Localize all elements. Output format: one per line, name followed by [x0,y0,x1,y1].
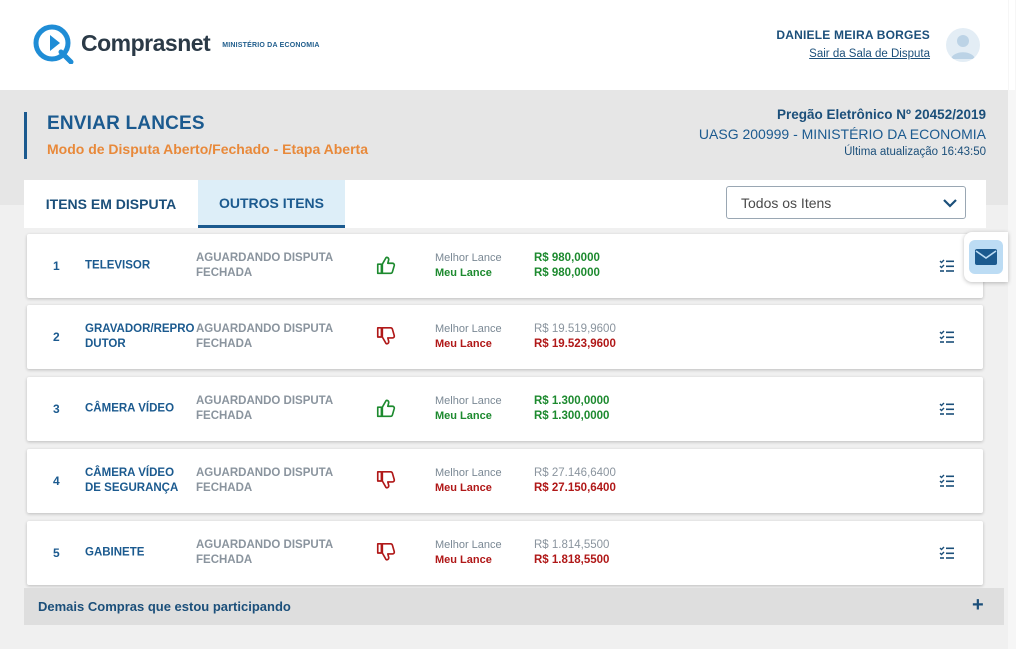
exit-room-link[interactable]: Sair da Sala de Disputa [809,48,930,60]
item-status: AGUARDANDO DISPUTA FECHADA [196,395,333,422]
tabs-card: ITENS EM DISPUTA OUTROS ITENS Todos os I… [24,180,986,228]
item-row[interactable]: 2 GRAVADOR/REPRO DUTOR AGUARDANDO DISPUTA … [27,305,983,369]
title-accent-bar [24,112,27,159]
pregao-number: Pregão Eletrônico Nº 20452/2019 [776,107,986,122]
last-update: Última atualização 16:43:50 [844,146,986,158]
best-bid-value: R$ 27.146,6400 [534,467,616,479]
item-row[interactable]: 4 CÂMERA VÍDEO DE SEGURANÇA AGUARDANDO DIS… [27,449,983,513]
logo-text: Comprasnet [81,29,211,56]
comprasnet-logo[interactable]: Comprasnet MINISTÉRIO DA ECONOMIA [33,22,320,64]
lance-values: R$ 19.519,9600 R$ 19.523,9600 [534,322,616,352]
item-row[interactable]: 1 TELEVISOR AGUARDANDO DISPUTA FECHADA Melh… [27,234,983,298]
items-filter-select[interactable]: Todos os Itens [726,186,966,219]
item-status: AGUARDANDO DISPUTA FECHADA [196,252,333,279]
chevron-down-icon [943,199,957,208]
item-status: AGUARDANDO DISPUTA FECHADA [196,323,333,350]
top-header [0,0,1008,90]
my-bid-value: R$ 1.300,0000 [534,410,610,422]
best-bid-label: Melhor Lance [435,539,502,551]
other-purchases-bar[interactable]: Demais Compras que estou participando + [24,588,1004,625]
my-bid-label: Meu Lance [435,482,492,494]
thumbs-down-icon [376,471,396,489]
messages-button[interactable] [964,232,1008,282]
best-bid-value: R$ 980,0000 [534,252,600,264]
checklist-icon[interactable] [939,546,955,560]
best-bid-value: R$ 19.519,9600 [534,323,616,335]
user-block: DANIELE MEIRA BORGES Sair da Sala de Dis… [776,28,930,62]
item-row[interactable]: 5 GABINETE AGUARDANDO DISPUTA FECHADA Melho… [27,521,983,585]
lance-values: R$ 1.300,0000 R$ 1.300,0000 [534,394,609,424]
expand-plus-icon[interactable]: + [972,594,984,616]
item-number: 1 [53,259,60,273]
checklist-icon[interactable] [939,402,955,416]
checklist-icon[interactable] [939,474,955,488]
filter-selected-value: Todos os Itens [741,194,832,211]
checklist-icon[interactable] [939,259,955,273]
logo-subtitle: MINISTÉRIO DA ECONOMIA [222,41,320,49]
best-bid-value: R$ 1.300,0000 [534,395,610,407]
checklist-icon[interactable] [939,330,955,344]
my-bid-value: R$ 980,0000 [534,267,600,279]
envelope-icon [975,249,997,265]
mail-icon-bg [969,240,1003,274]
my-bid-label: Meu Lance [435,410,492,422]
item-row[interactable]: 3 CÂMERA VÍDEO AGUARDANDO DISPUTA FECHADA M… [27,377,983,441]
tab-itens-em-disputa[interactable]: ITENS EM DISPUTA [45,196,177,212]
item-number: 4 [53,474,60,488]
my-bid-label: Meu Lance [435,267,492,279]
item-name: GABINETE [85,546,145,559]
my-bid-value: R$ 19.523,9600 [534,338,616,350]
my-bid-label: Meu Lance [435,338,492,350]
lance-labels: Melhor Lance Meu Lance [435,322,502,352]
item-number: 3 [53,402,60,416]
pregao-info: Pregão Eletrônico Nº 20452/2019 UASG 200… [699,107,986,158]
item-number: 5 [53,546,60,560]
scrollbar-thumb[interactable] [1009,0,1015,90]
page-title: ENVIAR LANCES [47,113,205,134]
lance-labels: Melhor Lance Meu Lance [435,538,502,568]
best-bid-label: Melhor Lance [435,467,502,479]
lance-labels: Melhor Lance Meu Lance [435,466,502,496]
my-bid-value: R$ 1.818,5500 [534,554,610,566]
avatar[interactable] [946,28,980,62]
item-status: AGUARDANDO DISPUTA FECHADA [196,467,333,494]
my-bid-value: R$ 27.150,6400 [534,482,616,494]
item-status: AGUARDANDO DISPUTA FECHADA [196,539,333,566]
best-bid-label: Melhor Lance [435,252,502,264]
user-avatar-icon [951,35,975,59]
lance-values: R$ 980,0000 R$ 980,0000 [534,251,600,281]
my-bid-label: Meu Lance [435,554,492,566]
item-name: CÂMERA VÍDEO DE SEGURANÇA [85,467,179,494]
scrollbar-track[interactable] [1008,0,1016,649]
lance-values: R$ 1.814,5500 R$ 1.818,5500 [534,538,609,568]
best-bid-label: Melhor Lance [435,395,502,407]
best-bid-label: Melhor Lance [435,323,502,335]
thumbs-down-icon [376,327,396,345]
uasg-info: UASG 200999 - MINISTÉRIO DA ECONOMIA [698,126,986,142]
best-bid-value: R$ 1.814,5500 [534,539,610,551]
other-purchases-label: Demais Compras que estou participando [38,599,291,614]
thumbs-down-icon [376,543,396,561]
item-name: GRAVADOR/REPRO DUTOR [85,323,195,350]
thumbs-up-icon [376,256,396,275]
lance-labels: Melhor Lance Meu Lance [435,394,502,424]
lance-labels: Melhor Lance Meu Lance [435,251,502,281]
item-name: CÂMERA VÍDEO [85,402,175,415]
user-name: DANIELE MEIRA BORGES [776,28,930,42]
item-number: 2 [53,330,60,344]
thumbs-up-icon [376,399,396,418]
comprasnet-logo-icon [33,24,74,64]
lance-values: R$ 27.146,6400 R$ 27.150,6400 [534,466,616,496]
tab-outros-itens[interactable]: OUTROS ITENS [198,180,345,228]
page-subtitle: Modo de Disputa Aberto/Fechado - Etapa A… [47,141,368,157]
item-name: TELEVISOR [85,259,151,272]
